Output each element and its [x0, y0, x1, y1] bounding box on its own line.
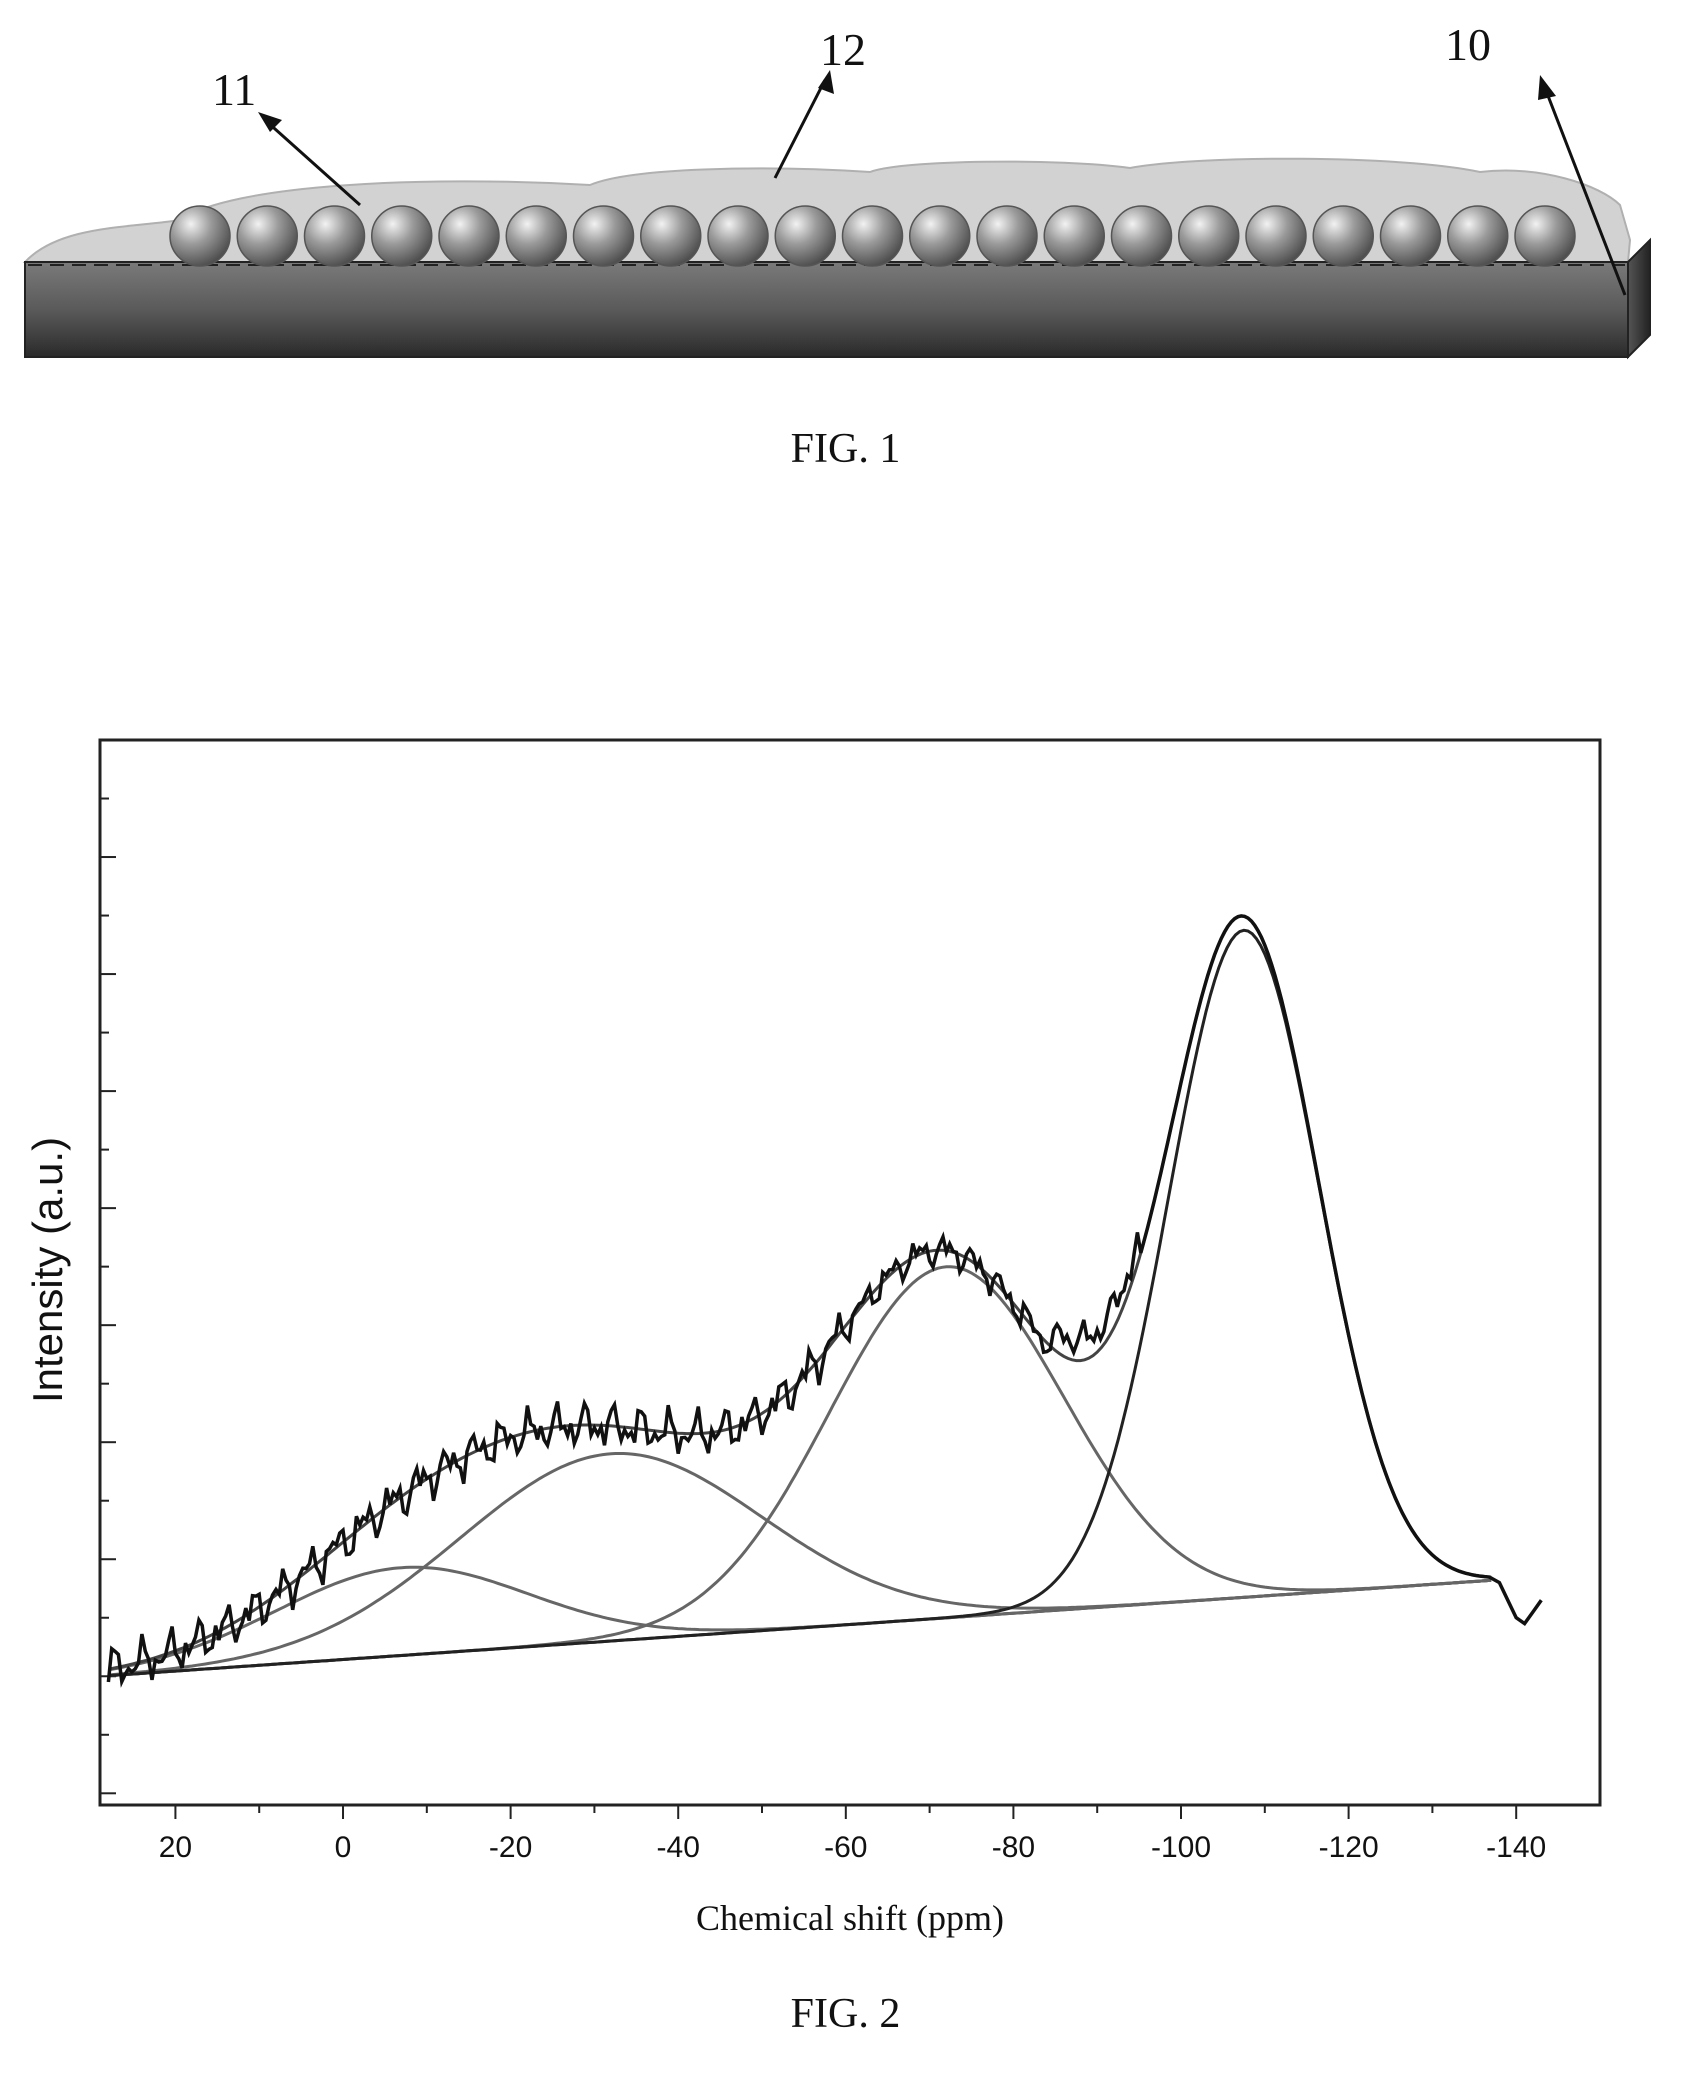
label-12: 12	[820, 24, 866, 75]
arrowhead-12	[818, 70, 834, 94]
figure-1-caption: FIG. 1	[790, 426, 901, 472]
x-tick-label: -100	[1151, 1831, 1211, 1864]
y-axis-ticks	[100, 797, 116, 1795]
particle-sphere	[976, 205, 1038, 267]
particle-sphere	[1043, 205, 1105, 267]
particle-sphere	[236, 205, 298, 267]
particle-sphere	[640, 205, 702, 267]
particle-sphere	[1178, 205, 1240, 267]
x-tick-label: 0	[335, 1831, 352, 1864]
x-axis-title: Chemical shift (ppm)	[696, 1898, 1004, 1938]
figure-2-chart: 20 0 -20 -40 -60 -80 -100 -120 -140 Chemical shi…	[24, 738, 1602, 1938]
particle-sphere	[774, 205, 836, 267]
x-tick-label: -120	[1319, 1831, 1379, 1864]
fitted-peak-2	[108, 1452, 1492, 1677]
arrow-11	[263, 118, 362, 207]
x-tick-label: -80	[992, 1831, 1035, 1864]
particle-layer	[169, 205, 1576, 267]
plot-frame	[98, 738, 1602, 1807]
arrow-12	[773, 79, 827, 179]
particle-sphere	[1312, 205, 1374, 267]
arrowhead-11	[258, 112, 282, 132]
fitted-peak-3	[108, 1265, 1492, 1678]
particle-sphere	[572, 205, 635, 267]
x-axis-ticks: 20 0 -20 -40 -60 -80 -100 -120 -140	[159, 1805, 1546, 1864]
particle-sphere	[1447, 205, 1509, 267]
particle-sphere	[1379, 205, 1442, 267]
figure-1-diagram: 11 12 10	[22, 19, 1651, 360]
arrowhead-10	[1538, 75, 1556, 100]
figure-2-caption: FIG. 2	[790, 1991, 901, 2037]
x-tick-label: 20	[159, 1831, 192, 1864]
fitted-peak-4	[108, 928, 1492, 1678]
substrate-front-face	[24, 261, 1629, 358]
particle-sphere	[707, 205, 769, 267]
fitted-peak-1	[108, 1565, 1492, 1672]
x-tick-label: -60	[824, 1831, 867, 1864]
plot-curves	[106, 914, 1543, 1688]
reference-callouts: 11 12 10	[212, 19, 1627, 296]
label-10: 10	[1445, 19, 1491, 70]
particle-sphere	[1245, 205, 1307, 267]
x-tick-label: -140	[1486, 1831, 1546, 1864]
label-11: 11	[212, 64, 256, 115]
x-tick-label: -40	[657, 1831, 700, 1864]
x-tick-label: -20	[489, 1831, 532, 1864]
particle-sphere	[438, 205, 500, 267]
particle-sphere	[303, 205, 366, 267]
particle-sphere	[371, 205, 433, 267]
arrow-10	[1543, 87, 1627, 296]
substrate-side-face	[1627, 237, 1651, 360]
particle-sphere	[1514, 205, 1576, 267]
particle-sphere	[909, 205, 971, 267]
particle-sphere	[169, 205, 231, 267]
y-axis-title: Intensity (a.u.)	[24, 1137, 71, 1403]
particle-sphere	[841, 205, 904, 267]
particle-sphere	[505, 205, 567, 267]
particle-sphere	[1110, 205, 1173, 267]
experimental-spectrum	[106, 914, 1543, 1688]
